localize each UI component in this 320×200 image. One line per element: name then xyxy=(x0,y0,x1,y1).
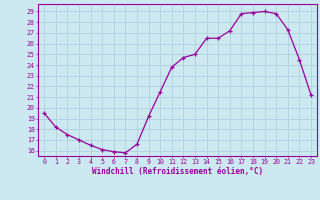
X-axis label: Windchill (Refroidissement éolien,°C): Windchill (Refroidissement éolien,°C) xyxy=(92,167,263,176)
